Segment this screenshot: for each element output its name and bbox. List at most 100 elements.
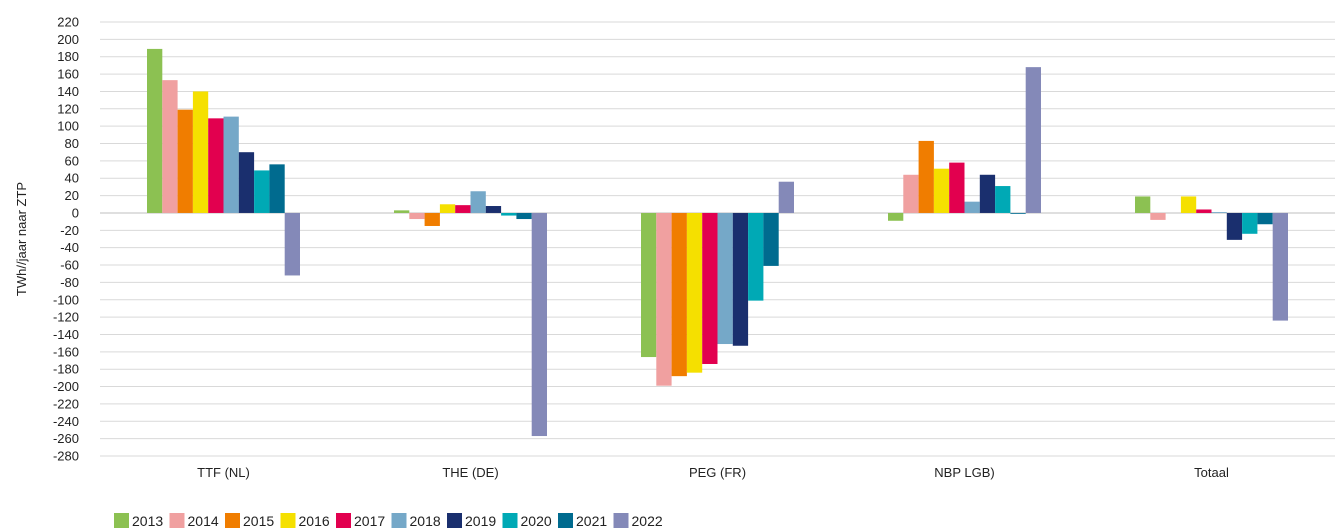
bar-2016-3 (933, 168, 950, 213)
bar-2019-0 (238, 152, 255, 213)
bar-2017-1 (455, 205, 471, 213)
y-tick-label: 120 (57, 101, 79, 116)
y-tick-label: 0 (72, 205, 79, 220)
bar-2019-3 (979, 174, 996, 213)
bar-2019-2 (732, 212, 749, 346)
legend-label: 2019 (465, 513, 496, 529)
bar-2018-1 (470, 191, 486, 213)
bar-2022-2 (778, 181, 794, 213)
y-tick-label: -180 (53, 362, 79, 377)
bar-2020-3 (995, 186, 1011, 213)
y-tick-label: 140 (57, 84, 79, 99)
x-category-label: PEG (FR) (689, 465, 746, 480)
bar-2017-2 (702, 212, 718, 364)
bar-2014-2 (656, 212, 672, 386)
y-tick-label: -200 (53, 379, 79, 394)
legend-swatch (114, 513, 129, 528)
bar-2013-0 (147, 48, 163, 213)
legend-label: 2015 (243, 513, 274, 529)
bar-2022-1 (531, 212, 547, 437)
y-tick-label: -40 (60, 240, 79, 255)
x-category-label: NBP LGB) (934, 465, 994, 480)
y-tick-label: 60 (65, 153, 79, 168)
legend-swatch (336, 513, 351, 528)
legend-label: 2014 (188, 513, 219, 529)
bar-2016-2 (686, 212, 703, 373)
x-axis-categories: TTF (NL) THE (DE) PEG (FR) NBP LGB) Totaal (197, 465, 1229, 480)
y-tick-label: -120 (53, 310, 79, 325)
bar-2017-4 (1196, 209, 1212, 213)
bar-2015-2 (671, 212, 687, 377)
legend-label: 2017 (354, 513, 385, 529)
bar-2013-4 (1135, 196, 1151, 213)
bar-2014-4 (1150, 212, 1166, 220)
bar-2021-0 (269, 164, 285, 213)
bar-2020-4 (1242, 212, 1258, 234)
bar-2021-1 (516, 212, 532, 220)
y-tick-label: 180 (57, 49, 79, 64)
legend-swatch (169, 513, 185, 528)
bar-2021-2 (763, 212, 779, 266)
bar-2018-4 (1211, 212, 1227, 213)
y-tick-label: 40 (65, 171, 79, 186)
y-tick-label: -100 (53, 292, 79, 307)
x-category-label: THE (DE) (442, 465, 498, 480)
bar-2022-0 (284, 212, 300, 276)
bar-2017-3 (949, 162, 965, 213)
bar-2020-1 (501, 212, 517, 216)
bar-2017-0 (208, 118, 224, 213)
legend-swatch (280, 513, 296, 528)
y-tick-label: 100 (57, 119, 79, 134)
legend-label: 2013 (132, 513, 163, 529)
bar-2018-0 (223, 116, 239, 213)
legend-swatch (502, 513, 518, 528)
legend-swatch (225, 513, 240, 528)
y-tick-label: -60 (60, 258, 79, 273)
legend-label: 2020 (521, 513, 552, 529)
bar-2016-4 (1180, 196, 1197, 213)
bar-2021-4 (1257, 212, 1273, 225)
y-tick-label: -280 (53, 449, 79, 464)
legend-label: 2016 (299, 513, 330, 529)
bar-2016-1 (439, 204, 456, 213)
legend-swatch (558, 513, 573, 528)
legend-swatch (391, 513, 407, 528)
bar-2016-0 (192, 91, 209, 213)
y-tick-label: -160 (53, 344, 79, 359)
bar-2019-4 (1226, 212, 1243, 240)
y-tick-label: 200 (57, 32, 79, 47)
bar-2015-3 (918, 140, 934, 213)
bar-2015-1 (424, 212, 440, 226)
bar-2018-2 (717, 212, 733, 345)
y-tick-label: 80 (65, 136, 79, 151)
legend-swatch (447, 513, 462, 528)
bar-2013-1 (394, 210, 410, 213)
y-tick-label: -260 (53, 431, 79, 446)
y-tick-label: 220 (57, 15, 79, 30)
bar-2019-1 (485, 206, 502, 213)
y-tick-label: 20 (65, 188, 79, 203)
bar-2014-3 (903, 174, 919, 213)
legend: 2013 2014 2015 2016 2017 2018 2019 2020 2021 2022 (114, 513, 663, 529)
bar-2022-3 (1025, 67, 1041, 213)
y-tick-label: -220 (53, 396, 79, 411)
bar-2020-0 (254, 170, 270, 213)
legend-label: 2021 (576, 513, 607, 529)
bar-2020-2 (748, 212, 764, 301)
x-category-label: Totaal (1194, 465, 1229, 480)
bar-2021-3 (1010, 212, 1026, 214)
legend-swatch (613, 513, 629, 528)
legend-label: 2018 (410, 513, 441, 529)
bar-2013-3 (888, 212, 904, 221)
y-tick-label: -140 (53, 327, 79, 342)
y-tick-label: -240 (53, 414, 79, 429)
bar-2014-0 (162, 80, 178, 213)
bars (147, 48, 1288, 437)
bar-2015-0 (177, 109, 193, 213)
legend-label: 2022 (632, 513, 663, 529)
y-axis-ticks: -280 -260 -240 -220 -200 -180 -160 -140 -120 -100… (53, 15, 79, 464)
bar-2013-2 (641, 212, 657, 358)
y-tick-label: -80 (60, 275, 79, 290)
